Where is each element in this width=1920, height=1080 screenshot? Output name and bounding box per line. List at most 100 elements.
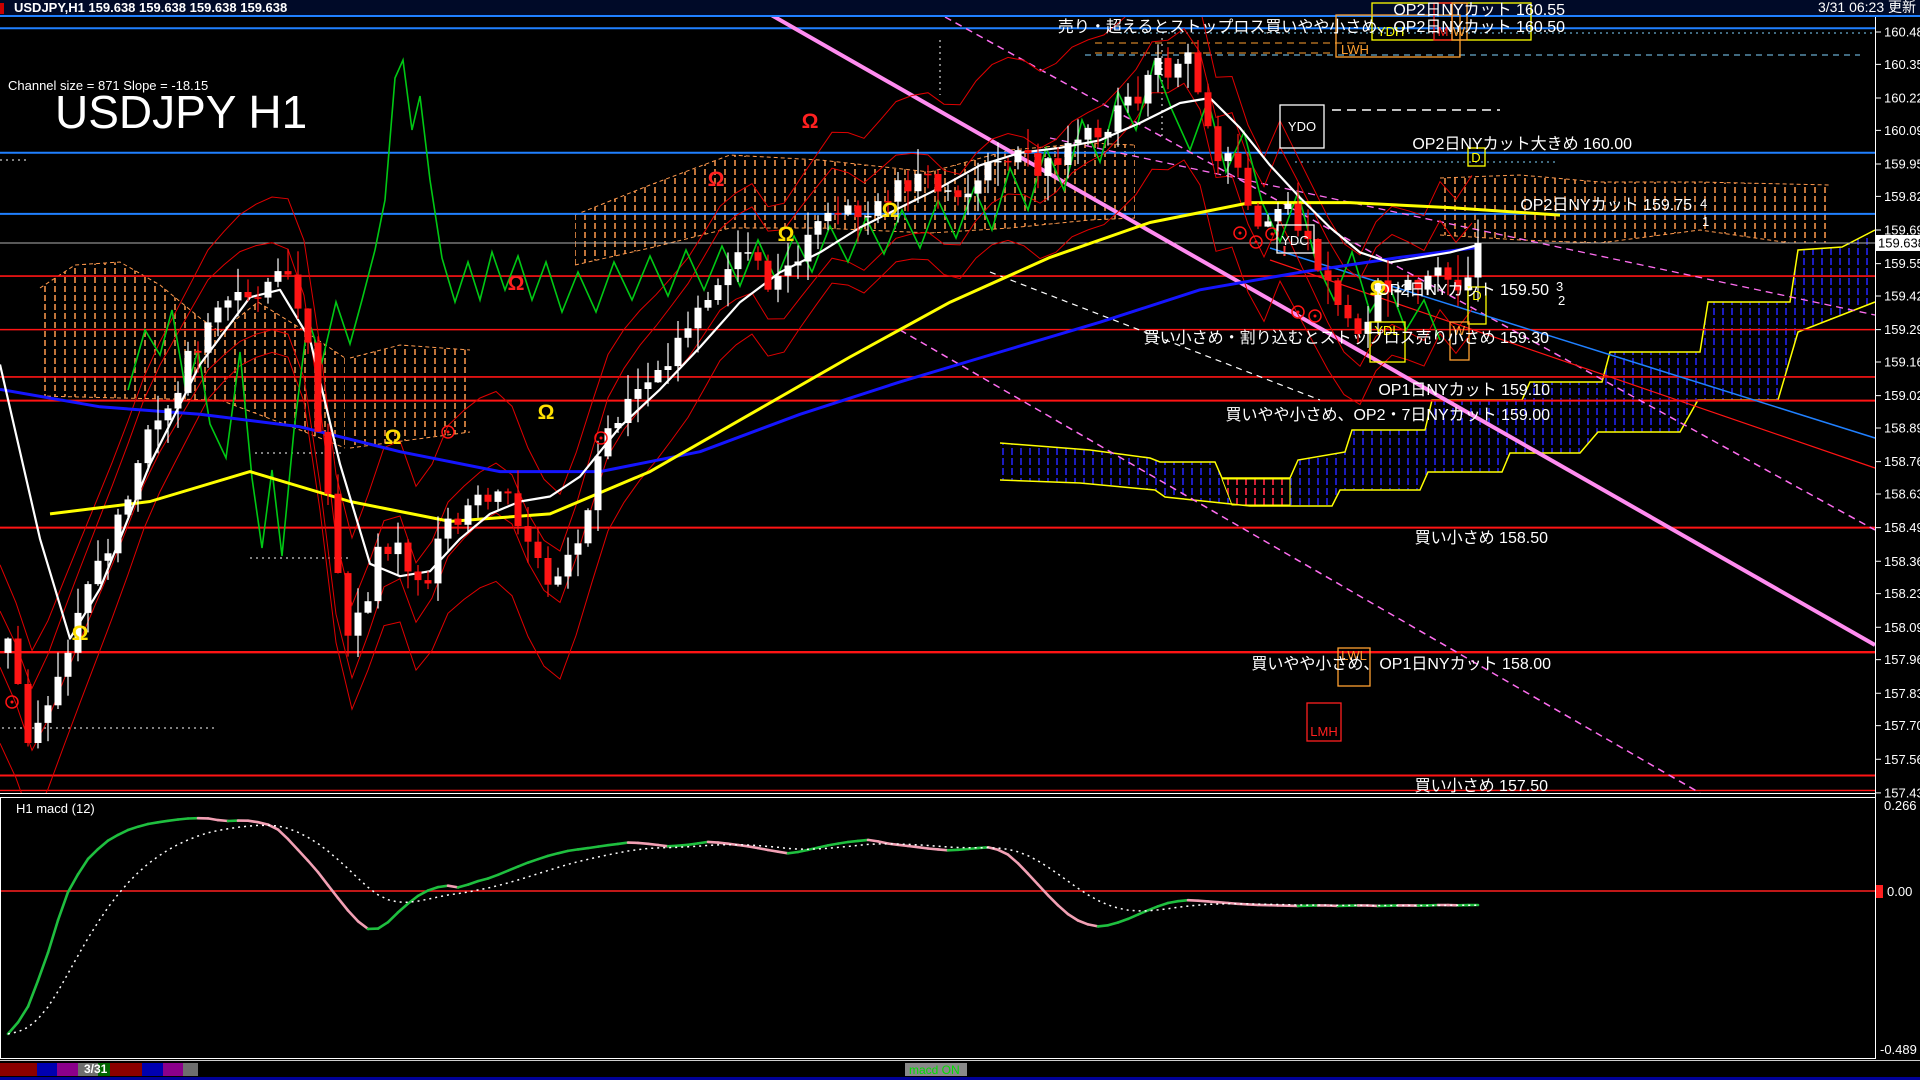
session-block (78, 1063, 98, 1076)
candle-body (1404, 279, 1412, 291)
trend-channel-line (1269, 259, 1876, 469)
annotation-text: 買い小さめ 157.50 (1415, 777, 1548, 795)
candle-body (634, 389, 642, 399)
macd-line-segment (206, 817, 220, 822)
candle-body (1364, 321, 1372, 334)
macd-line-segment (776, 850, 790, 855)
macd-line-segment (386, 911, 400, 924)
macd-toggle-label[interactable]: macd ON (909, 1063, 960, 1077)
candle-body (1434, 267, 1442, 276)
volatility-band (0, 17, 1473, 652)
macd-line-segment (816, 844, 830, 849)
entry-circle-dot (599, 436, 603, 440)
macd-line-segment (476, 877, 490, 883)
signal-markers-layer: Ω Ω Ω Ω Ω Ω Ω Ω Ω! (5, 110, 1386, 709)
macd-line-segment (756, 846, 770, 852)
candle-body (1444, 267, 1452, 280)
cloud-edge (929, 142, 1136, 173)
cloud-edge (219, 301, 346, 359)
candle-body (234, 292, 242, 301)
macd-line-segment (596, 843, 610, 848)
candle-body (1354, 318, 1362, 334)
trend-channel-line (770, 17, 1876, 647)
candle-body (54, 676, 62, 706)
candle-body (74, 612, 82, 653)
macd-line-segment (216, 818, 230, 823)
channel-lines-layer (770, 17, 1876, 793)
macd-line-segment (766, 848, 780, 854)
candle-body (374, 546, 382, 602)
candle-body (704, 300, 712, 308)
candle-body (1024, 150, 1032, 154)
candle-body (1224, 153, 1232, 162)
candle-body (644, 382, 652, 389)
white-ma-line (0, 96, 1479, 640)
cloud-edge (349, 431, 471, 449)
macd-line-segment (886, 842, 900, 847)
macd-line-segment (456, 883, 470, 889)
macd-line-segment (1026, 872, 1040, 886)
bottom-bar-divider (0, 1060, 1920, 1061)
candle-body (394, 542, 402, 555)
candle-body (184, 350, 192, 393)
entry-circle-icon (5, 695, 19, 709)
entry-circle-icon (1249, 235, 1263, 249)
macd-line-segment (1066, 912, 1080, 922)
candle-body (654, 370, 662, 383)
title-bar-marker-icon (0, 3, 4, 14)
macd-line-segment (1206, 900, 1220, 904)
candle-body (1454, 279, 1462, 291)
candle-body (624, 398, 632, 423)
macd-layer (1, 816, 1875, 1036)
macd-line-segment (1146, 904, 1160, 912)
candle-body (324, 431, 332, 494)
candle-body (714, 285, 722, 300)
macd-line-segment (536, 854, 550, 861)
session-box-d (1467, 147, 1486, 167)
macd-line-segment (1166, 899, 1180, 905)
kumo-red-pocket (1221, 478, 1291, 506)
candle-body (594, 456, 602, 511)
macd-line-segment (336, 896, 350, 912)
session-box-w (1451, 2, 1468, 41)
candle-body (204, 322, 212, 353)
macd-line-segment (946, 848, 960, 852)
candle-body (944, 190, 952, 192)
candle-body (1264, 221, 1272, 227)
candle-body (994, 160, 1002, 163)
candle-body (1074, 139, 1082, 143)
macd-line-segment (416, 889, 430, 898)
session-box-label: YDH (1377, 24, 1404, 39)
candle-body (214, 307, 222, 323)
macd-line-segment (646, 842, 660, 847)
trend-channel-line (989, 271, 1321, 401)
candle-body (754, 252, 762, 261)
alert-exclaim-icon: ! (1282, 243, 1287, 260)
macd-line-segment (746, 844, 760, 850)
session-box-label: W (1453, 323, 1466, 338)
bottom-scroll-line[interactable] (0, 1077, 1920, 1080)
candle-body (1474, 243, 1482, 278)
session-box-label: LWL (1341, 648, 1367, 663)
annotation-text: 買い小さめ・割り込むとストップロス売り小さめ 159.30 (1144, 329, 1549, 347)
ichimoku-clouds-layer (39, 142, 1876, 507)
session-box-ydl (1369, 321, 1406, 363)
macd-line-segment (866, 838, 880, 843)
price-axis[interactable]: 160.485 160.355 160.220 160.090 159.955 159.8… (1875, 17, 1920, 1059)
macd-line-segment (706, 840, 720, 844)
macd-line-segment (346, 909, 360, 923)
macd-toggle-button[interactable] (905, 1063, 967, 1076)
session-box-ydc (1276, 224, 1315, 254)
candle-body (554, 576, 562, 585)
ichimoku-cloud-past (350, 345, 470, 448)
cloud-edge (1439, 174, 1831, 186)
annotations-layer: OP2日NYカット 160.55売り・超えるとストップロス買いやや小さめ、OP2… (1058, 2, 1709, 795)
macd-line-segment (1076, 919, 1090, 926)
candle-body (894, 180, 902, 202)
candle-body (334, 493, 342, 573)
macd-panel-label: H1 macd (12) (16, 801, 95, 816)
candle-body (284, 271, 292, 275)
omega-marker-icon: Ω (882, 199, 899, 222)
cloud-edge (39, 395, 221, 401)
candle-body (124, 499, 132, 515)
